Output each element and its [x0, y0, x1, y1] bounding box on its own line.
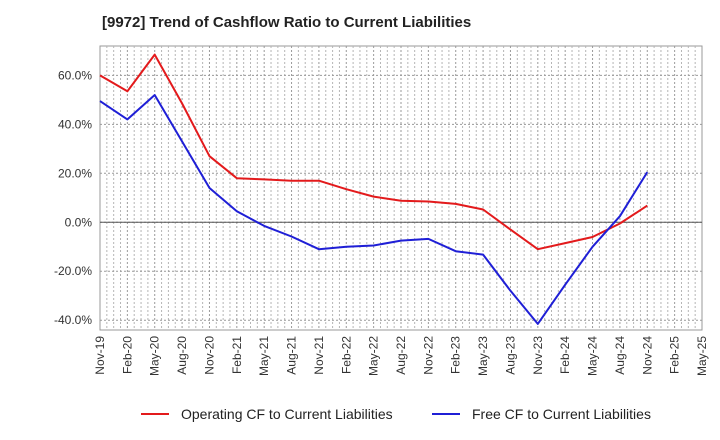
x-tick-label: May-20 — [148, 336, 162, 376]
legend: Operating CF to Current Liabilities Free … — [141, 406, 651, 422]
x-tick-label: May-22 — [367, 336, 381, 376]
x-tick-label: Nov-24 — [640, 336, 654, 375]
y-axis-ticks: -40.0% -20.0% 0.0% 20.0% 40.0% 60.0% — [54, 68, 92, 327]
x-tick-label: Aug-24 — [613, 336, 627, 375]
x-tick-label: Feb-21 — [230, 336, 244, 374]
x-tick-label: Feb-24 — [558, 336, 572, 374]
x-tick-label: May-25 — [695, 336, 709, 376]
series-lines — [99, 53, 649, 325]
x-tick-label: Aug-21 — [285, 336, 299, 375]
x-tick-label: Nov-23 — [531, 336, 545, 375]
x-tick-label: May-24 — [586, 336, 600, 376]
x-tick-label: Nov-20 — [202, 336, 216, 375]
x-tick-label: Feb-25 — [668, 336, 682, 374]
y-tick-label: 60.0% — [58, 68, 92, 82]
y-tick-label: -40.0% — [54, 313, 92, 327]
chart-title: [9972] Trend of Cashflow Ratio to Curren… — [102, 14, 472, 31]
x-tick-label: Feb-20 — [120, 336, 134, 374]
y-tick-label: 20.0% — [58, 166, 92, 180]
x-tick-label: May-23 — [476, 336, 490, 376]
x-tick-label: Nov-19 — [93, 336, 107, 375]
series-line — [99, 94, 649, 325]
x-tick-label: Nov-21 — [312, 336, 326, 375]
x-tick-label: Aug-22 — [394, 336, 408, 375]
y-tick-label: 40.0% — [58, 117, 92, 131]
legend-label: Free CF to Current Liabilities — [472, 406, 651, 422]
y-tick-label: 0.0% — [65, 215, 93, 229]
grid-lines — [99, 46, 703, 330]
x-tick-label: Aug-23 — [503, 336, 517, 375]
y-tick-label: -20.0% — [54, 264, 92, 278]
x-axis-ticks: Nov-19 Feb-20 May-20 Aug-20 Nov-20 Feb-21 May-… — [93, 336, 709, 376]
x-tick-label: Aug-20 — [175, 336, 189, 375]
x-tick-label: Nov-22 — [421, 336, 435, 375]
x-tick-label: Feb-23 — [449, 336, 463, 374]
legend-label: Operating CF to Current Liabilities — [181, 406, 393, 422]
x-tick-label: Feb-22 — [339, 336, 353, 374]
series-line — [99, 53, 648, 251]
x-tick-label: May-21 — [257, 336, 271, 376]
